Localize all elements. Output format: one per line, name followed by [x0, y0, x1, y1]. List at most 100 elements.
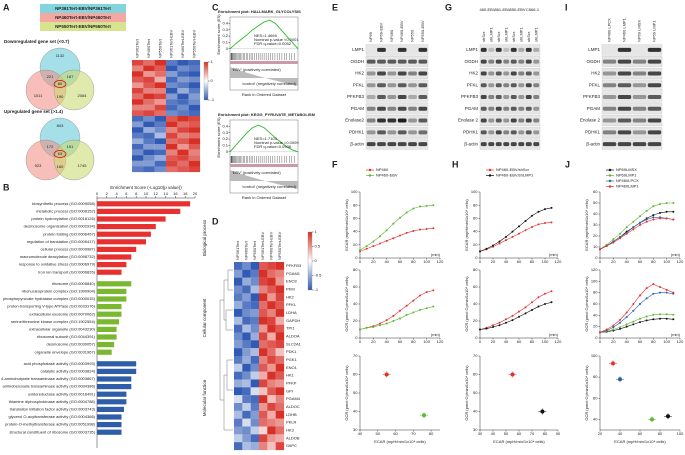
- data-point: [605, 328, 608, 331]
- y-tick-label: 20: [473, 318, 478, 323]
- data-point: [518, 232, 520, 235]
- band: [632, 47, 647, 52]
- data-point: [645, 209, 648, 212]
- x-tick-label: 40: [491, 431, 496, 436]
- row-label: LMP1: [588, 47, 600, 52]
- band: [533, 142, 540, 147]
- band: [377, 71, 386, 76]
- category-label: ribonucleoprotein complex (GO:1990904): [22, 288, 96, 293]
- stat-text: Nominal p-value <0.0001: [254, 37, 299, 42]
- band: [366, 71, 376, 76]
- legend-label: NP69LMP1: [616, 173, 637, 178]
- heatmap-cell: [132, 71, 144, 77]
- data-point: [612, 241, 615, 244]
- row-label: PFKFB3: [461, 94, 479, 99]
- data-point: [632, 303, 635, 305]
- x-tick-label: 60: [638, 259, 643, 264]
- data-point: [672, 291, 675, 294]
- band: [617, 118, 632, 123]
- y-axis-title: ECAR (mpH/min/1x10⁴ cells): [464, 199, 469, 251]
- heatmap-cell: [132, 144, 144, 150]
- neg-label: 'control' (negatively correlated): [242, 81, 297, 86]
- es-curve: [229, 19, 299, 50]
- column-label: shLMP1: [518, 27, 523, 42]
- stat-text: NES=1.4669: [254, 33, 278, 38]
- band: [510, 106, 517, 111]
- band: [602, 83, 617, 88]
- heatmap-cell: [259, 262, 268, 270]
- y-tick-label: 20: [593, 324, 598, 329]
- panel-label: I: [565, 2, 568, 12]
- band: [495, 59, 502, 64]
- data-point: [665, 291, 668, 294]
- x-tick-label: 60: [517, 431, 522, 436]
- row-label: ENO2: [286, 279, 298, 284]
- data-point: [405, 231, 408, 234]
- heatmap-cell: [166, 104, 178, 111]
- heatmap-cell: [259, 316, 268, 325]
- data-point: [645, 297, 648, 300]
- band: [366, 142, 376, 147]
- y-tick-label: 60: [473, 284, 478, 289]
- y-axis-title: OCR (pmol O₂/min/1x10⁴ cells): [344, 276, 349, 332]
- heatmap-cell: [275, 277, 285, 286]
- x-tick-label: 20: [491, 259, 496, 264]
- heatmap-cell: [259, 309, 268, 317]
- band: [480, 95, 487, 99]
- heatmap-cell: [250, 363, 260, 372]
- heatmap-cell: [250, 410, 260, 419]
- heatmap-cell: [242, 442, 251, 451]
- data-point: [659, 291, 661, 294]
- heatmap-cell: [154, 60, 167, 66]
- data-point: [619, 327, 621, 330]
- heatmap-cell: [177, 166, 189, 173]
- blot-strip: [601, 103, 663, 115]
- band: [518, 47, 525, 52]
- column-label: shScr.: [481, 31, 486, 42]
- data-point: [652, 216, 655, 219]
- data-point: [652, 205, 655, 208]
- heatmap-cell: [242, 340, 251, 349]
- data-point: [665, 217, 668, 220]
- heatmap-cell: [234, 410, 243, 419]
- time-unit: (min): [549, 252, 559, 257]
- bar: [97, 208, 181, 214]
- column-label: NP550: [410, 29, 415, 42]
- series-line: [359, 228, 434, 252]
- heatmap-cell: [166, 155, 178, 161]
- heatmap-cell: [143, 121, 155, 128]
- heatmap-cell: [259, 387, 268, 396]
- column-label: shLMP1: [488, 27, 493, 42]
- heatmap-cell: [188, 155, 201, 161]
- data-point: [432, 289, 435, 292]
- data-point: [392, 314, 395, 317]
- legend-marker: [368, 174, 372, 177]
- band: [408, 59, 417, 64]
- heatmap-cell: [259, 340, 268, 349]
- heatmap-cell: [188, 160, 201, 167]
- heatmap-cell: [143, 88, 155, 94]
- category-label: organelle envelope (GO:0031967): [35, 349, 96, 354]
- heatmap-cell: [188, 110, 201, 117]
- band: [602, 106, 617, 111]
- data-point: [412, 311, 415, 314]
- x-axis-title: Enrichment Score (-Log10(p value)): [110, 185, 182, 190]
- data-point: [372, 240, 375, 243]
- band: [488, 47, 495, 52]
- heatmap-cell: [267, 379, 276, 388]
- x-tick-label: 120: [437, 259, 444, 264]
- venn-count: 190: [57, 94, 64, 99]
- row-label: PKM: [286, 286, 295, 291]
- data-point: [385, 239, 388, 242]
- band: [602, 47, 617, 52]
- band: [387, 142, 397, 147]
- category-label: proton-transporting V-type ATPase (GO:00…: [7, 304, 95, 309]
- band: [647, 83, 662, 88]
- heatmap-cell: [275, 293, 285, 302]
- band: [418, 71, 428, 76]
- row-label: ENO1: [286, 365, 298, 370]
- row-label: ALDOB: [286, 435, 300, 440]
- band: [495, 95, 502, 99]
- heatmap-cell: [177, 149, 189, 156]
- x-tick-label: 40: [384, 339, 389, 344]
